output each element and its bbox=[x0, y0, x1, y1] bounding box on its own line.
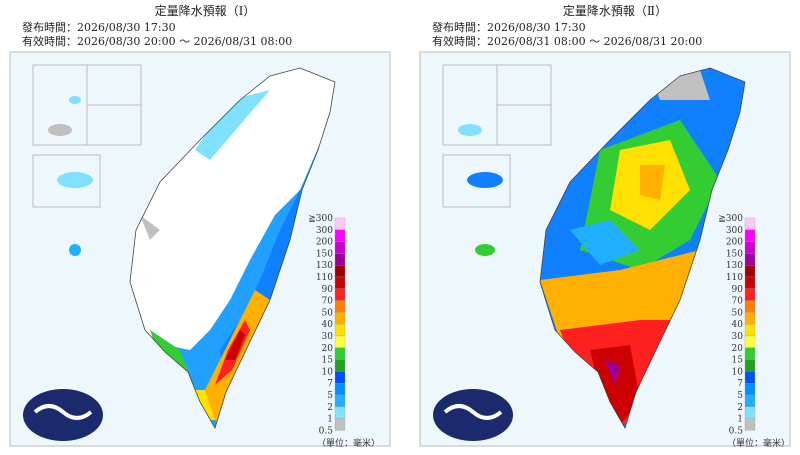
legend-swatch bbox=[334, 335, 346, 348]
legend-swatch bbox=[334, 229, 346, 242]
legend-label: 30 bbox=[322, 332, 334, 342]
legend-label: 110 bbox=[316, 273, 333, 283]
legend-label: ≧300 bbox=[718, 214, 743, 224]
legend-swatch bbox=[744, 359, 756, 372]
legend-label: 130 bbox=[726, 261, 743, 271]
legend-label: 5 bbox=[737, 391, 743, 401]
legend-swatch bbox=[744, 335, 756, 348]
legend-swatch bbox=[744, 229, 756, 242]
legend-swatch bbox=[334, 265, 346, 278]
legend-swatch bbox=[744, 371, 756, 384]
legend-swatch bbox=[334, 312, 346, 325]
legend-label: 0.5 bbox=[729, 426, 744, 436]
legend-label: 7 bbox=[737, 379, 743, 389]
legend-swatch bbox=[334, 324, 346, 337]
panel-title: 定量降水預報（Ⅰ） bbox=[155, 3, 256, 18]
legend-label: 40 bbox=[322, 320, 334, 330]
legend-swatch bbox=[744, 418, 756, 431]
legend-swatch bbox=[334, 253, 346, 266]
islands bbox=[48, 96, 503, 256]
coastline bbox=[129, 67, 336, 429]
issue-time: 發布時間：2026/08/30 17:30 bbox=[22, 20, 176, 34]
legend-label: 110 bbox=[726, 273, 743, 283]
logo bbox=[23, 389, 513, 441]
legend-swatch bbox=[744, 300, 756, 313]
legend-swatch bbox=[744, 406, 756, 419]
legend-label: 2 bbox=[737, 403, 743, 413]
legend-swatch bbox=[334, 418, 346, 431]
legend-swatch bbox=[334, 300, 346, 313]
valid-time: 有效時間：2026/08/30 20:00 ～ 2026/08/31 08:00 bbox=[22, 34, 292, 48]
legend-swatch bbox=[334, 217, 346, 230]
legend-label: 90 bbox=[322, 285, 334, 295]
legend-swatch bbox=[744, 288, 756, 301]
legend-label: 300 bbox=[316, 226, 333, 236]
legend-swatch bbox=[744, 324, 756, 337]
legend-label: 1 bbox=[327, 415, 333, 425]
coastline bbox=[539, 67, 746, 429]
legend-swatch bbox=[334, 276, 346, 289]
legend-label: 10 bbox=[322, 367, 334, 377]
legend-label: 70 bbox=[732, 297, 744, 307]
legend-label: 0.5 bbox=[319, 426, 334, 436]
legend-label: 5 bbox=[327, 391, 333, 401]
legend-swatch bbox=[334, 406, 346, 419]
legend-swatch bbox=[334, 359, 346, 372]
legend-label: 150 bbox=[726, 249, 743, 259]
legend-label: 150 bbox=[316, 249, 333, 259]
legend-label: 200 bbox=[316, 238, 333, 248]
legend-swatch bbox=[744, 312, 756, 325]
legend-swatch bbox=[334, 394, 346, 407]
legend-label: 70 bbox=[322, 297, 334, 307]
legend-label: 7 bbox=[327, 379, 333, 389]
legend-swatch bbox=[334, 383, 346, 396]
legend-label: 10 bbox=[732, 367, 744, 377]
legend-swatch bbox=[744, 347, 756, 360]
legend-label: 40 bbox=[732, 320, 744, 330]
legend-swatch bbox=[334, 347, 346, 360]
unit-label: （單位：毫米） bbox=[727, 437, 790, 449]
legend-label: 130 bbox=[316, 261, 333, 271]
legend-swatch bbox=[334, 288, 346, 301]
legend-swatch bbox=[744, 265, 756, 278]
legend-swatch bbox=[744, 217, 756, 230]
legend-swatch bbox=[334, 241, 346, 254]
legend-label: 1 bbox=[737, 415, 743, 425]
legend-label: 300 bbox=[726, 226, 743, 236]
legend-label: 200 bbox=[726, 238, 743, 248]
legend-swatch bbox=[744, 253, 756, 266]
legend-label: 20 bbox=[322, 344, 334, 354]
legend-label: 2 bbox=[327, 403, 333, 413]
valid-time: 有效時間：2026/08/31 08:00 ～ 2026/08/31 20:00 bbox=[432, 34, 702, 48]
legend-swatch bbox=[334, 371, 346, 384]
legend-label: 20 bbox=[732, 344, 744, 354]
legend-swatch bbox=[744, 276, 756, 289]
legend-label: ≧300 bbox=[308, 214, 333, 224]
inset-boxes bbox=[32, 64, 552, 208]
legend-label: 90 bbox=[732, 285, 744, 295]
legend-label: 15 bbox=[732, 356, 744, 366]
issue-time: 發布時間：2026/08/30 17:30 bbox=[432, 20, 586, 34]
legend-swatch bbox=[744, 394, 756, 407]
legend-label: 30 bbox=[732, 332, 744, 342]
unit-label: （單位：毫米） bbox=[317, 437, 380, 449]
panel-title: 定量降水預報（Ⅱ） bbox=[563, 3, 667, 18]
legend-label: 50 bbox=[322, 308, 334, 318]
legend-swatch bbox=[744, 383, 756, 396]
legend-swatch bbox=[744, 241, 756, 254]
legend-label: 50 bbox=[732, 308, 744, 318]
legend-label: 15 bbox=[322, 356, 334, 366]
